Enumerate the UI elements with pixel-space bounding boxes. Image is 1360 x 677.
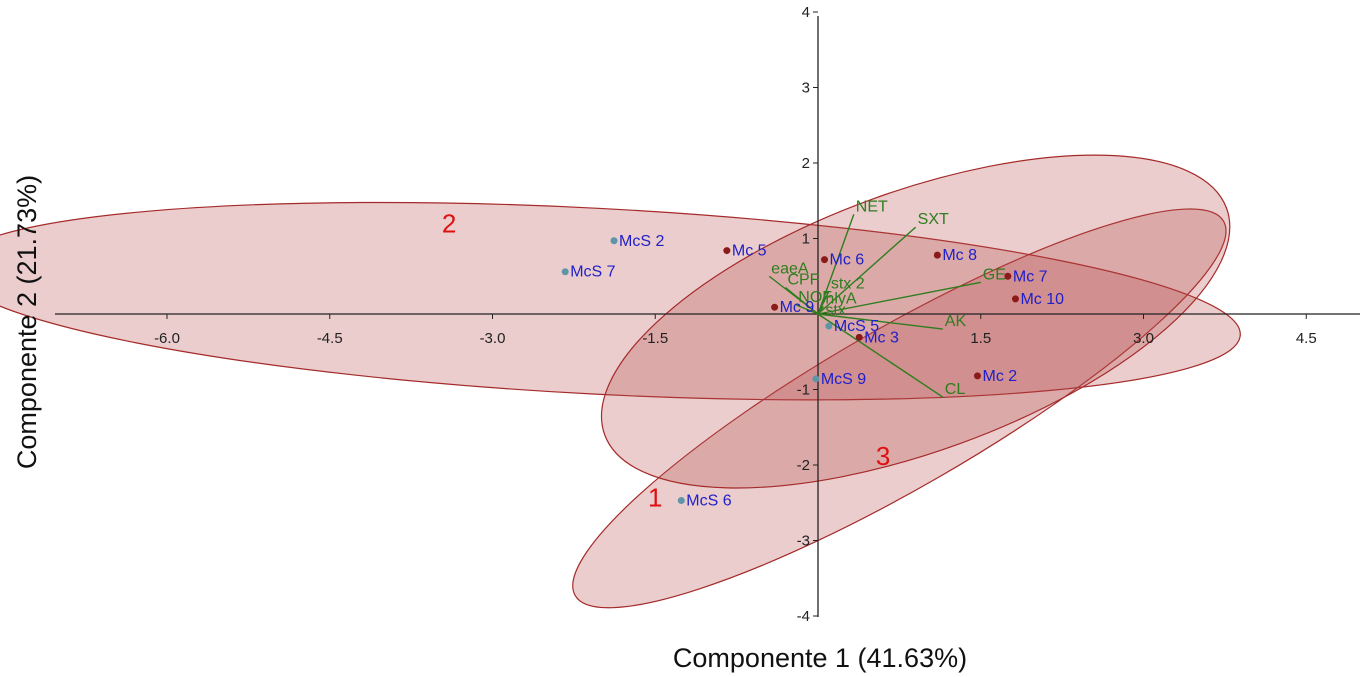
vector-label: SXT: [918, 211, 949, 228]
x-tick-label: 1.5: [970, 330, 991, 347]
vector-line-cl: [817, 313, 944, 398]
point-label: Mc 6: [830, 252, 865, 269]
point-label: Mc 8: [942, 247, 977, 264]
vector-label: stx: [825, 302, 845, 319]
vector-line-cpf: [785, 287, 819, 315]
point-mcs-7: [561, 268, 569, 276]
group-ellipse-3: [600, 154, 1231, 489]
point-mc-7: [1004, 272, 1012, 280]
vector-label: NOF: [798, 289, 832, 306]
vector-line-nof: [796, 304, 819, 315]
x-tick-label: -3.0: [480, 330, 506, 347]
point-mcs-9: [812, 375, 820, 383]
vector-label: NET: [856, 198, 888, 215]
point-label: Mc 3: [864, 329, 899, 346]
vector-line-ge: [817, 281, 981, 315]
point-mcs-6: [677, 496, 685, 504]
point-label: McS 7: [570, 264, 615, 281]
vector-line-hlya: [817, 306, 824, 315]
y-tick-label: 2: [802, 155, 810, 172]
x-tick-label: 4.5: [1296, 330, 1317, 347]
x-tick-label: 3.0: [1133, 330, 1154, 347]
axes: -6.0 -4.5 -3.0 -1.5 1.5 3.0 4.5 4 3 2 1 -1 -2 -3 -4: [55, 4, 1360, 625]
x-tick-label: -1.5: [642, 330, 668, 347]
y-tick-label: -1: [797, 382, 810, 399]
group-ellipse-2: [0, 201, 1241, 401]
y-tick-label: -2: [797, 457, 810, 474]
point-mcs-5: [825, 322, 833, 330]
point-mc-10: [1011, 295, 1019, 303]
y-tick-label: 1: [802, 231, 810, 248]
point-label: Mc 5: [732, 243, 767, 260]
point-mc-9: [771, 303, 779, 311]
point-label: Mc 7: [1013, 268, 1048, 285]
point-mcs-2: [610, 237, 618, 245]
vector-line-sxt: [817, 226, 917, 315]
point-label: McS 5: [834, 318, 879, 335]
vector-label: GE: [983, 266, 1006, 283]
point-label: McS 9: [821, 371, 866, 388]
y-tick-label: 4: [802, 4, 810, 21]
vector-label: stx 2: [831, 275, 865, 292]
vector-line-stx: [817, 313, 824, 319]
point-mc-3: [855, 333, 863, 341]
group-label-1: 1: [648, 483, 662, 513]
vector-line-stx-2: [817, 291, 830, 315]
y-tick-label: 3: [802, 80, 810, 97]
vector-line-net: [817, 214, 855, 315]
vector-label: CPF: [787, 272, 819, 289]
group-labels: 1 2 3: [442, 208, 890, 512]
point-mc-6: [821, 256, 829, 264]
point-mc-8: [933, 251, 941, 259]
point-mc-2: [973, 372, 981, 380]
x-tick-label: -4.5: [317, 330, 343, 347]
vector-label: CL: [945, 381, 966, 398]
point-label: McS 6: [686, 492, 731, 509]
y-tick-label: -3: [797, 533, 810, 550]
x-axis-title: Componente 1 (41.63%): [673, 643, 967, 673]
x-tick-label: -6.0: [154, 330, 180, 347]
point-label: Mc 10: [1020, 291, 1064, 308]
group-label-3: 3: [876, 441, 890, 471]
vector-label: hlyA: [825, 290, 856, 307]
group-ellipses: [0, 154, 1241, 609]
y-tick-label: -4: [797, 608, 810, 625]
point-label: Mc 9: [780, 299, 815, 316]
point-label: Mc 2: [982, 368, 1017, 385]
vector-label: AK: [945, 313, 967, 330]
y-axis-title: Componente 2 (21.73%): [12, 175, 42, 469]
vector-label: eaeA: [771, 260, 809, 277]
point-mc-5: [723, 247, 731, 255]
point-label: McS 2: [619, 233, 664, 250]
vector-line-ak: [817, 313, 943, 330]
group-label-2: 2: [442, 208, 456, 238]
